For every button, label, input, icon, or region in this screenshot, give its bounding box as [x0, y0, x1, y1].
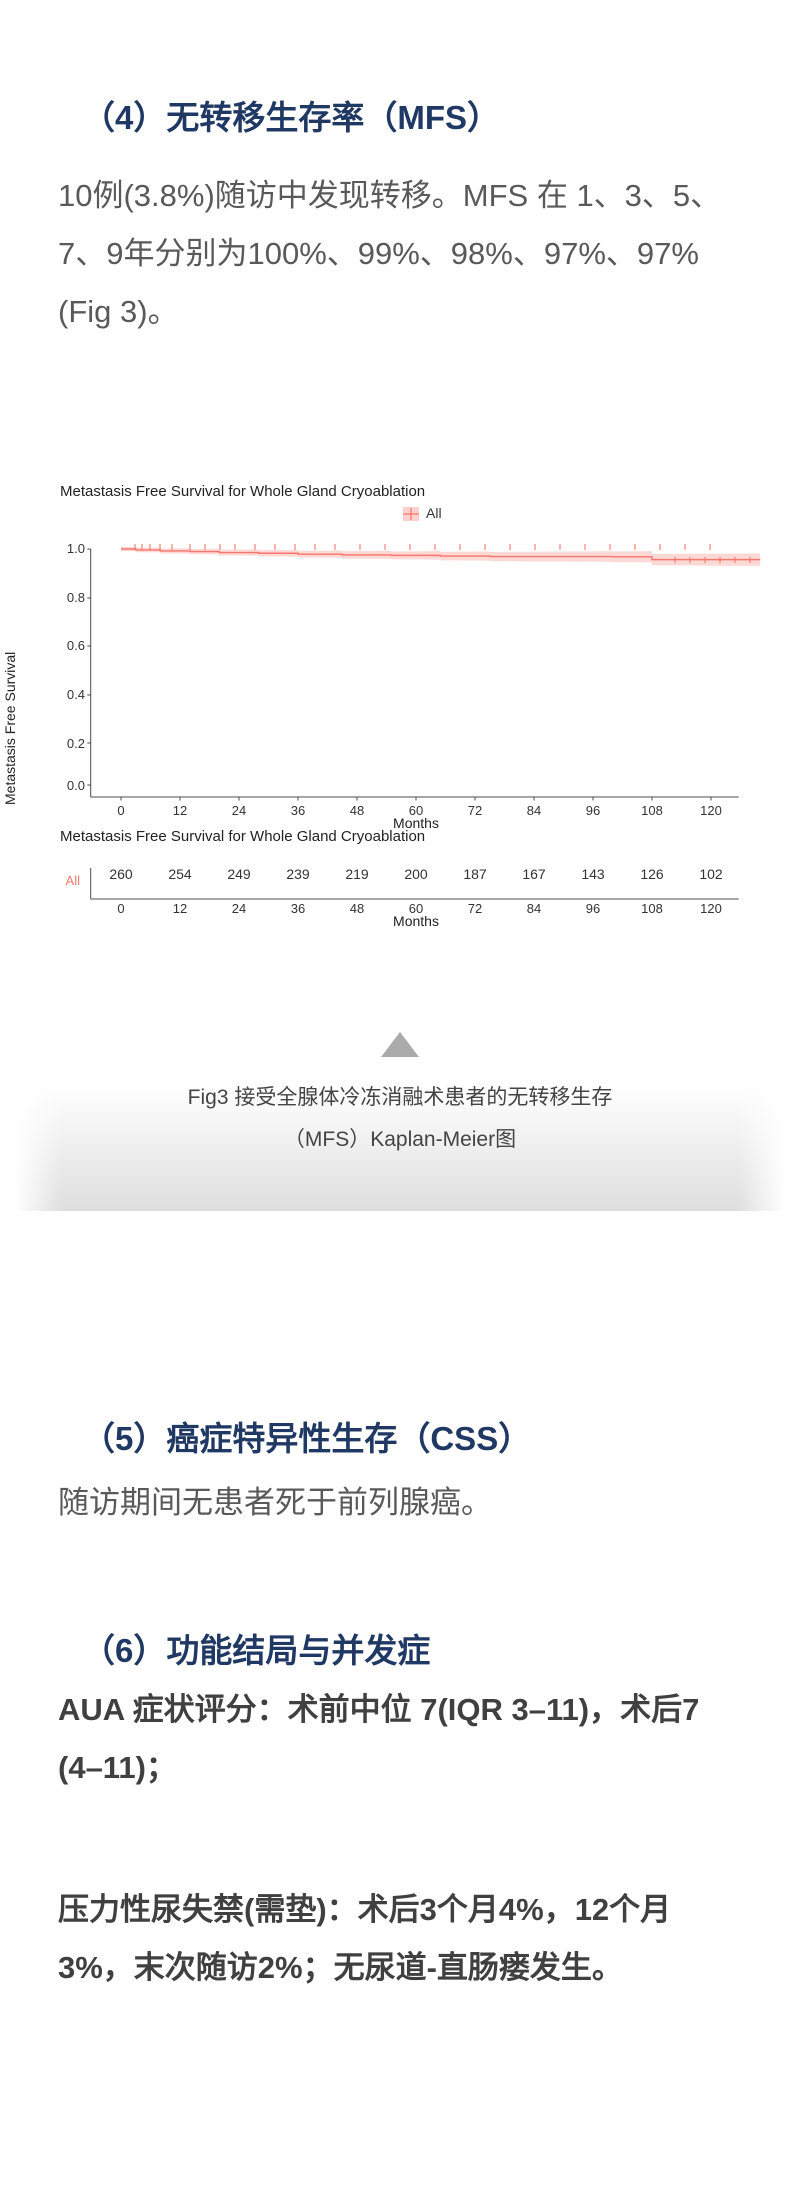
svg-text:239: 239: [286, 866, 310, 882]
svg-text:96: 96: [586, 803, 600, 818]
svg-text:200: 200: [404, 866, 428, 882]
svg-text:12: 12: [173, 901, 187, 916]
svg-text:0: 0: [117, 803, 124, 818]
svg-text:0.2: 0.2: [67, 736, 85, 751]
svg-text:48: 48: [350, 901, 364, 916]
svg-text:102: 102: [699, 866, 723, 882]
svg-text:72: 72: [468, 901, 482, 916]
svg-text:108: 108: [641, 803, 663, 818]
svg-text:167: 167: [522, 866, 546, 882]
svg-text:0.8: 0.8: [67, 590, 85, 605]
svg-text:84: 84: [527, 803, 541, 818]
svg-text:24: 24: [232, 803, 246, 818]
svg-text:187: 187: [463, 866, 487, 882]
svg-text:Metastasis Free Survival for W: Metastasis Free Survival for Whole Gland…: [60, 828, 425, 845]
svg-text:48: 48: [350, 803, 364, 818]
svg-text:0.4: 0.4: [67, 687, 85, 702]
svg-text:143: 143: [581, 866, 605, 882]
svg-text:24: 24: [232, 901, 246, 916]
svg-text:84: 84: [527, 901, 541, 916]
svg-text:120: 120: [700, 803, 722, 818]
svg-text:219: 219: [345, 866, 369, 882]
svg-text:126: 126: [640, 866, 664, 882]
svg-text:36: 36: [291, 803, 305, 818]
svg-text:96: 96: [586, 901, 600, 916]
svg-text:254: 254: [168, 866, 192, 882]
svg-text:0.6: 0.6: [67, 638, 85, 653]
svg-text:12: 12: [173, 803, 187, 818]
svg-text:All: All: [66, 873, 81, 888]
svg-text:260: 260: [109, 866, 133, 882]
svg-text:0.0: 0.0: [67, 778, 85, 793]
svg-text:72: 72: [468, 803, 482, 818]
svg-text:249: 249: [227, 866, 251, 882]
svg-text:Months: Months: [393, 913, 439, 929]
svg-text:All: All: [426, 505, 442, 521]
svg-text:108: 108: [641, 901, 663, 916]
svg-text:1.0: 1.0: [67, 541, 85, 556]
svg-text:36: 36: [291, 901, 305, 916]
svg-text:120: 120: [700, 901, 722, 916]
svg-text:0: 0: [117, 901, 124, 916]
svg-text:Metastasis Free Survival for W: Metastasis Free Survival for Whole Gland…: [60, 485, 425, 500]
